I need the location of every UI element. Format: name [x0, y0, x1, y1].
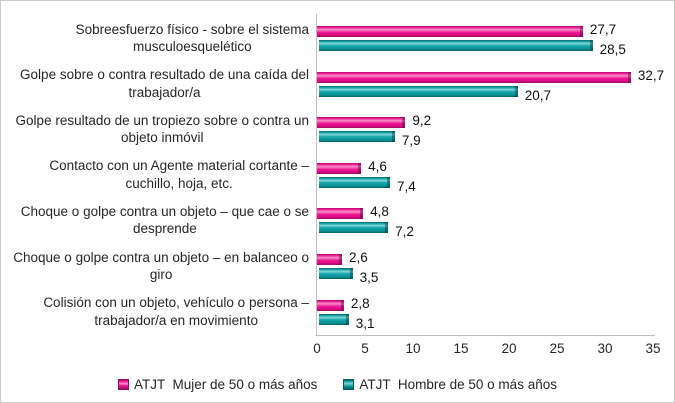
bar-hombre	[319, 222, 389, 234]
value-label-mujer: 4,6	[368, 158, 387, 174]
category-label: Colisión con un objeto, vehículo o perso…	[43, 295, 309, 328]
bar-hombre	[319, 176, 391, 188]
value-label-hombre: 20,7	[524, 87, 551, 103]
category-label: Golpe resultado de un tropiezo sobre o c…	[15, 112, 309, 146]
category-label: Sobreesfuerzo físico - sobre el sistema …	[75, 21, 309, 55]
legend-label-hombre: ATJT Hombre de 50 o más años	[359, 377, 557, 392]
value-label-hombre: 7,4	[397, 178, 416, 194]
legend-item-hombre: ATJT Hombre de 50 o más años	[343, 377, 557, 392]
value-label-mujer: 32,7	[637, 67, 665, 83]
x-tick-label: 35	[645, 341, 661, 356]
value-label-mujer: 2,6	[348, 250, 368, 265]
legend-marker-hombre	[343, 379, 355, 390]
x-tick-label: 30	[597, 341, 613, 356]
value-label-mujer: 9,2	[412, 113, 432, 129]
x-tick-label: 0	[313, 341, 321, 356]
bar-mujer	[317, 71, 631, 83]
category-label: Golpe sobre o contra resultado de una ca…	[20, 67, 309, 100]
x-tick-label: 15	[453, 341, 469, 356]
value-label-mujer: 2,8	[350, 295, 370, 311]
legend-label-mujer: ATJT Mujer de 50 o más años	[134, 377, 318, 392]
value-label-hombre: 7,9	[401, 133, 421, 149]
value-label-hombre: 7,2	[395, 224, 414, 240]
bar-hombre	[319, 313, 349, 325]
value-label-hombre: 3,1	[355, 315, 375, 331]
legend-marker-mujer	[118, 379, 130, 390]
bar-hombre	[319, 40, 593, 51]
bar-mujer	[317, 254, 342, 265]
bar-mujer	[317, 299, 344, 311]
bar-mujer	[317, 162, 362, 174]
category-label: Contacto con un Agente material cortante…	[49, 158, 309, 191]
category-label: Choque o golpe contra un objeto – en bal…	[13, 249, 309, 283]
value-label-mujer: 27,7	[589, 22, 617, 37]
x-tick-label: 20	[501, 341, 517, 356]
bar-mujer	[317, 117, 406, 129]
category-label: Choque o golpe contra un objeto – que ca…	[20, 203, 309, 237]
bar-mujer	[317, 26, 583, 37]
legend: ATJT Mujer de 50 o más años ATJT Hombre …	[1, 377, 674, 392]
value-label-hombre: 3,5	[359, 270, 379, 285]
x-tick-label: 10	[405, 341, 421, 356]
x-tick-label: 5	[361, 341, 369, 356]
bar-hombre	[319, 85, 518, 97]
value-label-mujer: 4,8	[370, 204, 389, 220]
value-label-hombre: 28,5	[599, 42, 626, 57]
legend-item-mujer: ATJT Mujer de 50 o más años	[118, 377, 317, 392]
y-axis-line	[316, 14, 317, 335]
x-axis-line	[316, 335, 655, 336]
bar-hombre	[319, 131, 395, 143]
bar-mujer	[317, 208, 364, 220]
x-tick-label: 25	[549, 341, 565, 356]
bar-hombre	[319, 268, 353, 279]
